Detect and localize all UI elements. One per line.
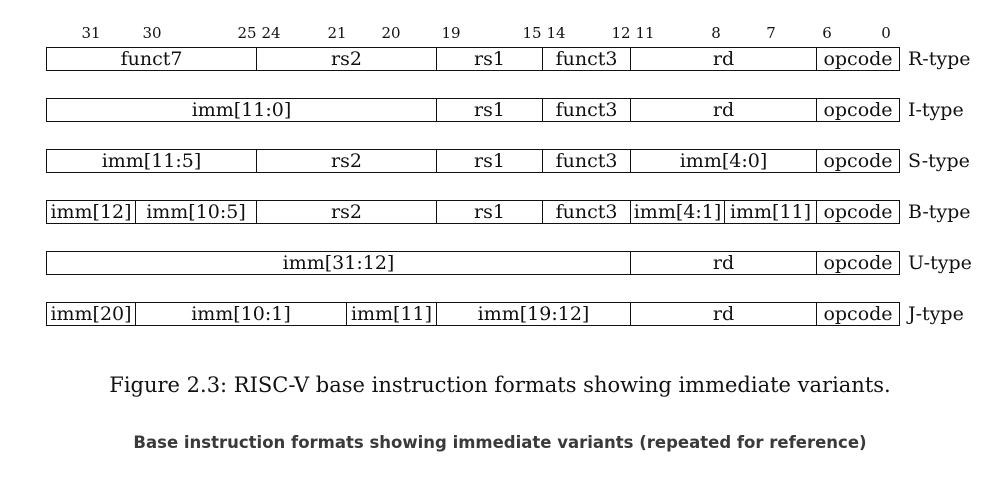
field-imm-11-0: imm[11:0] — [46, 98, 436, 122]
figure-caption: Figure 2.3: RISC-V base instruction form… — [109, 373, 891, 397]
field-imm-4-1: imm[4:1] — [630, 200, 724, 224]
field-imm-10-5: imm[10:5] — [135, 200, 256, 224]
format-row-r-type: funct7 rs2 rs1 funct3 rd opcode — [46, 47, 900, 71]
format-type-label: R-type — [908, 48, 971, 70]
field-opcode: opcode — [816, 302, 900, 326]
format-type-label: U-type — [908, 252, 972, 274]
bit-label: 6 — [822, 24, 832, 42]
field-opcode: opcode — [816, 47, 900, 71]
field-funct3: funct3 — [542, 200, 630, 224]
bit-label: 14 — [546, 24, 566, 42]
format-type-label: B-type — [908, 201, 971, 223]
field-imm-19-12: imm[19:12] — [436, 302, 630, 326]
bit-label: 24 — [261, 24, 281, 42]
field-funct3: funct3 — [542, 149, 630, 173]
bit-label: 11 — [635, 24, 655, 42]
bit-label: 20 — [381, 24, 401, 42]
field-imm-11: imm[11] — [346, 302, 436, 326]
field-rd: rd — [630, 47, 816, 71]
field-rd: rd — [630, 251, 816, 275]
field-rs1: rs1 — [436, 47, 542, 71]
bit-label: 15 — [522, 24, 542, 42]
bit-label: 21 — [327, 24, 347, 42]
format-row-i-type: imm[11:0] rs1 funct3 rd opcode — [46, 98, 900, 122]
bit-label: 19 — [441, 24, 461, 42]
format-type-label: I-type — [908, 99, 964, 121]
field-rs2: rs2 — [256, 47, 436, 71]
field-opcode: opcode — [816, 98, 900, 122]
field-funct3: funct3 — [542, 47, 630, 71]
format-row-b-type: imm[12] imm[10:5] rs2 rs1 funct3 imm[4:1… — [46, 200, 900, 224]
field-imm-11-5: imm[11:5] — [46, 149, 256, 173]
field-rd: rd — [630, 98, 816, 122]
field-imm-31-12: imm[31:12] — [46, 251, 630, 275]
format-type-label: J-type — [908, 303, 964, 325]
field-imm-12: imm[12] — [46, 200, 135, 224]
field-rd: rd — [630, 302, 816, 326]
format-type-label: S-type — [908, 150, 970, 172]
bit-label: 8 — [711, 24, 721, 42]
field-rs2: rs2 — [256, 200, 436, 224]
field-opcode: opcode — [816, 251, 900, 275]
field-imm-4-0: imm[4:0] — [630, 149, 816, 173]
field-imm-11: imm[11] — [724, 200, 816, 224]
field-rs1: rs1 — [436, 149, 542, 173]
format-row-j-type: imm[20] imm[10:1] imm[11] imm[19:12] rd … — [46, 302, 900, 326]
field-imm-10-1: imm[10:1] — [135, 302, 346, 326]
bit-label: 25 — [237, 24, 257, 42]
bit-label: 0 — [881, 24, 891, 42]
bit-label: 30 — [142, 24, 162, 42]
field-rs1: rs1 — [436, 200, 542, 224]
field-opcode: opcode — [816, 200, 900, 224]
figure-subcaption: Base instruction formats showing immedia… — [133, 433, 867, 452]
format-row-s-type: imm[11:5] rs2 rs1 funct3 imm[4:0] opcode — [46, 149, 900, 173]
field-rs2: rs2 — [256, 149, 436, 173]
format-row-u-type: imm[31:12] rd opcode — [46, 251, 900, 275]
bit-label: 31 — [81, 24, 101, 42]
bit-label: 12 — [611, 24, 631, 42]
field-opcode: opcode — [816, 149, 900, 173]
field-rs1: rs1 — [436, 98, 542, 122]
field-funct3: funct3 — [542, 98, 630, 122]
bit-label: 7 — [766, 24, 776, 42]
field-imm-20: imm[20] — [46, 302, 135, 326]
field-funct7: funct7 — [46, 47, 256, 71]
